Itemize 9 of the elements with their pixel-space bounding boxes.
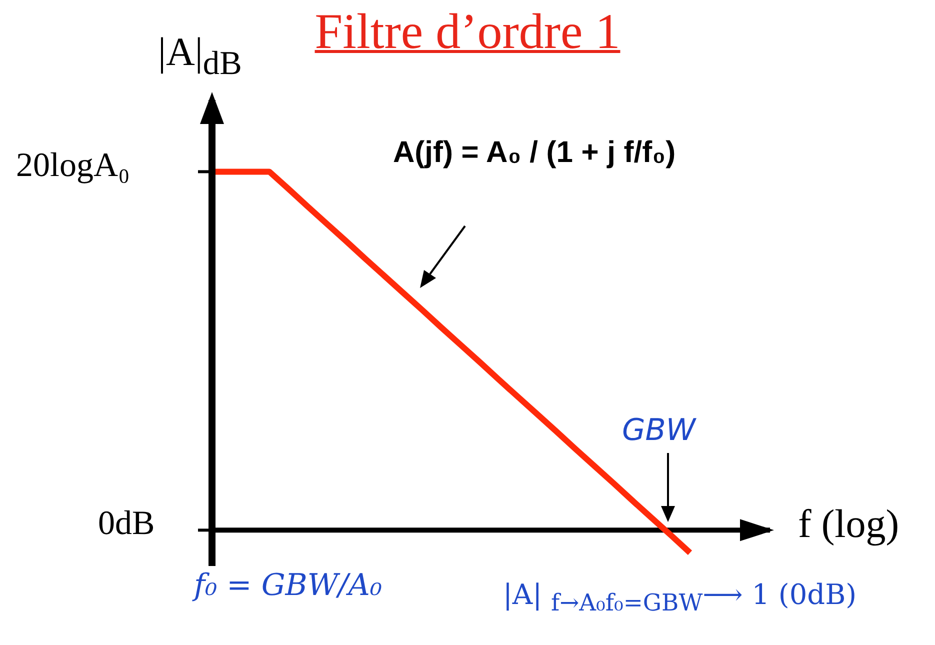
- chart-title: Filtre d’ordre 1: [314, 3, 620, 59]
- text: |A| $_{f→A₀f₀=GBW}$⟶ 1 (0dB): [503, 578, 857, 617]
- y-axis-title: |A|$_{dB}$: [158, 28, 242, 83]
- text: 20logA₀: [16, 146, 130, 185]
- annotation: GBW: [622, 413, 696, 448]
- text: f₀ = GBW/A₀: [194, 568, 382, 603]
- text: A(jf) = A₀ / (1 + j f/f₀): [393, 136, 676, 170]
- x-axis-title: f (log): [798, 500, 900, 548]
- text: 0dB: [98, 505, 155, 544]
